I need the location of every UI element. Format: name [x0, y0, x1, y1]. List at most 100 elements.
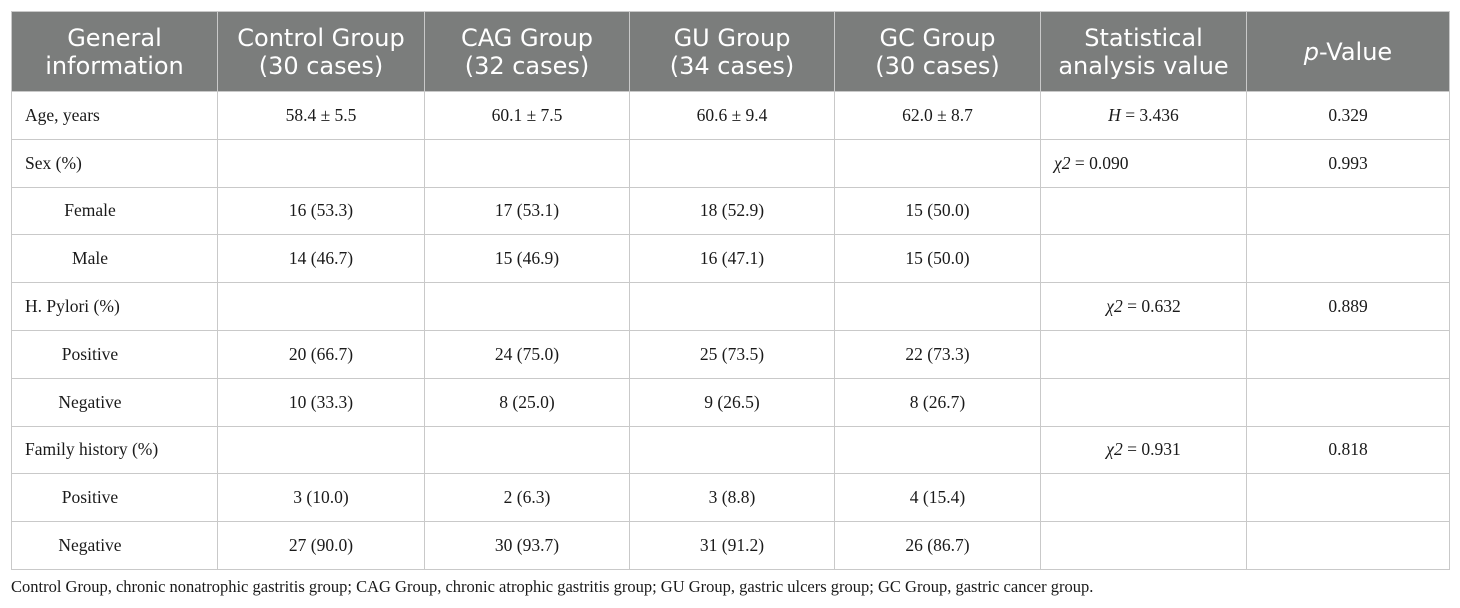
header-line: Statistical	[1084, 23, 1203, 52]
stat-cell: χ2 = 0.090	[1040, 138, 1247, 188]
table-cell	[834, 425, 1041, 475]
row-label-text: Female	[64, 200, 116, 221]
header-line: (34 cases)	[669, 51, 795, 80]
table-row: Sex (%) χ2 = 0.090 0.993	[11, 138, 1450, 188]
table-cell: 14 (46.7)	[217, 234, 425, 284]
table-cell	[834, 138, 1041, 188]
p-value-cell: 0.889	[1246, 282, 1450, 331]
table-cell: 60.6 ± 9.4	[629, 91, 835, 140]
table-cell: 30 (93.7)	[424, 521, 630, 570]
header-gc-group: GC Group (30 cases)	[834, 11, 1041, 92]
row-label: H. Pylori (%)	[11, 282, 218, 331]
row-label: Negative	[11, 521, 218, 570]
p-value-cell	[1246, 473, 1450, 523]
header-p-value: p-Value	[1246, 11, 1450, 92]
table-row: H. Pylori (%) χ2 = 0.632 0.889	[11, 282, 1450, 331]
header-cag-group: CAG Group (32 cases)	[424, 11, 630, 92]
p-value-cell: 0.993	[1246, 138, 1450, 188]
stat-symbol: χ2	[1106, 439, 1123, 460]
baseline-characteristics-table: General information Control Group (30 ca…	[11, 11, 1450, 570]
table-cell	[217, 282, 425, 331]
table-row: Female 16 (53.3) 17 (53.1) 18 (52.9) 15 …	[11, 186, 1450, 236]
header-line: information	[45, 51, 184, 80]
table-cell: 62.0 ± 8.7	[834, 91, 1041, 140]
row-label: Positive	[11, 329, 218, 379]
table-footnote: Control Group, chronic nonatrophic gastr…	[11, 577, 1094, 596]
stat-value: = 0.632	[1122, 296, 1181, 317]
stat-cell	[1040, 329, 1247, 379]
table-cell: 25 (73.5)	[629, 329, 835, 379]
header-line: (32 cases)	[464, 51, 590, 80]
row-label-text: Positive	[61, 343, 119, 364]
table-cell	[834, 282, 1041, 331]
p-value-cell: 0.818	[1246, 425, 1450, 475]
table-cell: 17 (53.1)	[424, 186, 630, 236]
header-control-group: Control Group (30 cases)	[217, 11, 425, 92]
table-cell	[629, 138, 835, 188]
table-cell: 3 (8.8)	[629, 473, 835, 523]
row-label: Negative	[11, 377, 218, 427]
stat-cell	[1040, 473, 1247, 523]
stat-value: = 0.931	[1122, 439, 1181, 460]
stat-symbol: χ2	[1106, 296, 1123, 317]
table-cell: 4 (15.4)	[834, 473, 1041, 523]
stat-cell: χ2 = 0.632	[1040, 282, 1247, 331]
table-cell: 10 (33.3)	[217, 377, 425, 427]
stat-value: = 3.436	[1120, 104, 1179, 125]
table-cell: 24 (75.0)	[424, 329, 630, 379]
row-label: Female	[11, 186, 218, 236]
row-label: Sex (%)	[11, 138, 218, 188]
row-label-text: Negative	[58, 535, 122, 556]
p-value-cell	[1246, 377, 1450, 427]
table-cell: 18 (52.9)	[629, 186, 835, 236]
table-cell: 20 (66.7)	[217, 329, 425, 379]
p-value-cell	[1246, 186, 1450, 236]
table-row: Age, years 58.4 ± 5.5 60.1 ± 7.5 60.6 ± …	[11, 91, 1450, 140]
p-value-cell: 0.329	[1246, 91, 1450, 140]
table-cell	[424, 282, 630, 331]
stat-cell: H = 3.436	[1040, 91, 1247, 140]
table-cell	[424, 425, 630, 475]
header-line: GU Group	[673, 23, 791, 52]
table-cell: 26 (86.7)	[834, 521, 1041, 570]
table-row: Negative 10 (33.3) 8 (25.0) 9 (26.5) 8 (…	[11, 377, 1450, 427]
header-line: (30 cases)	[875, 51, 1000, 80]
header-p-italic: p	[1303, 37, 1320, 66]
table-row: Positive 3 (10.0) 2 (6.3) 3 (8.8) 4 (15.…	[11, 473, 1450, 523]
header-line: CAG Group	[460, 23, 594, 52]
stat-cell	[1040, 186, 1247, 236]
table-cell: 22 (73.3)	[834, 329, 1041, 379]
table-row: Negative 27 (90.0) 30 (93.7) 31 (91.2) 2…	[11, 521, 1450, 570]
header-p-suffix: -Value	[1319, 37, 1393, 66]
table-cell	[424, 138, 630, 188]
table-header-row: General information Control Group (30 ca…	[11, 11, 1450, 92]
header-general-information: General information	[11, 11, 218, 92]
stat-cell: χ2 = 0.931	[1040, 425, 1247, 475]
p-value-cell	[1246, 234, 1450, 284]
row-label: Age, years	[11, 91, 218, 140]
table-cell	[629, 425, 835, 475]
table-cell: 2 (6.3)	[424, 473, 630, 523]
table-cell: 15 (50.0)	[834, 186, 1041, 236]
row-label-text: Negative	[58, 391, 122, 412]
header-statistical-analysis-value: Statistical analysis value	[1040, 11, 1247, 92]
row-label-text: Male	[72, 248, 108, 269]
table-cell: 8 (26.7)	[834, 377, 1041, 427]
table-cell: 3 (10.0)	[217, 473, 425, 523]
stat-cell	[1040, 234, 1247, 284]
table-row: Family history (%) χ2 = 0.931 0.818	[11, 425, 1450, 475]
table-cell	[217, 138, 425, 188]
row-label-text: Positive	[61, 487, 119, 508]
table-cell: 8 (25.0)	[424, 377, 630, 427]
row-label: Positive	[11, 473, 218, 523]
stat-symbol: χ2	[1054, 152, 1071, 173]
row-label: Male	[11, 234, 218, 284]
header-line: General	[67, 23, 162, 52]
p-value-cell	[1246, 521, 1450, 570]
table-cell: 9 (26.5)	[629, 377, 835, 427]
table-cell: 15 (46.9)	[424, 234, 630, 284]
table-cell: 27 (90.0)	[217, 521, 425, 570]
table-cell: 60.1 ± 7.5	[424, 91, 630, 140]
stat-value: = 0.090	[1070, 152, 1129, 173]
table-row: Positive 20 (66.7) 24 (75.0) 25 (73.5) 2…	[11, 329, 1450, 379]
